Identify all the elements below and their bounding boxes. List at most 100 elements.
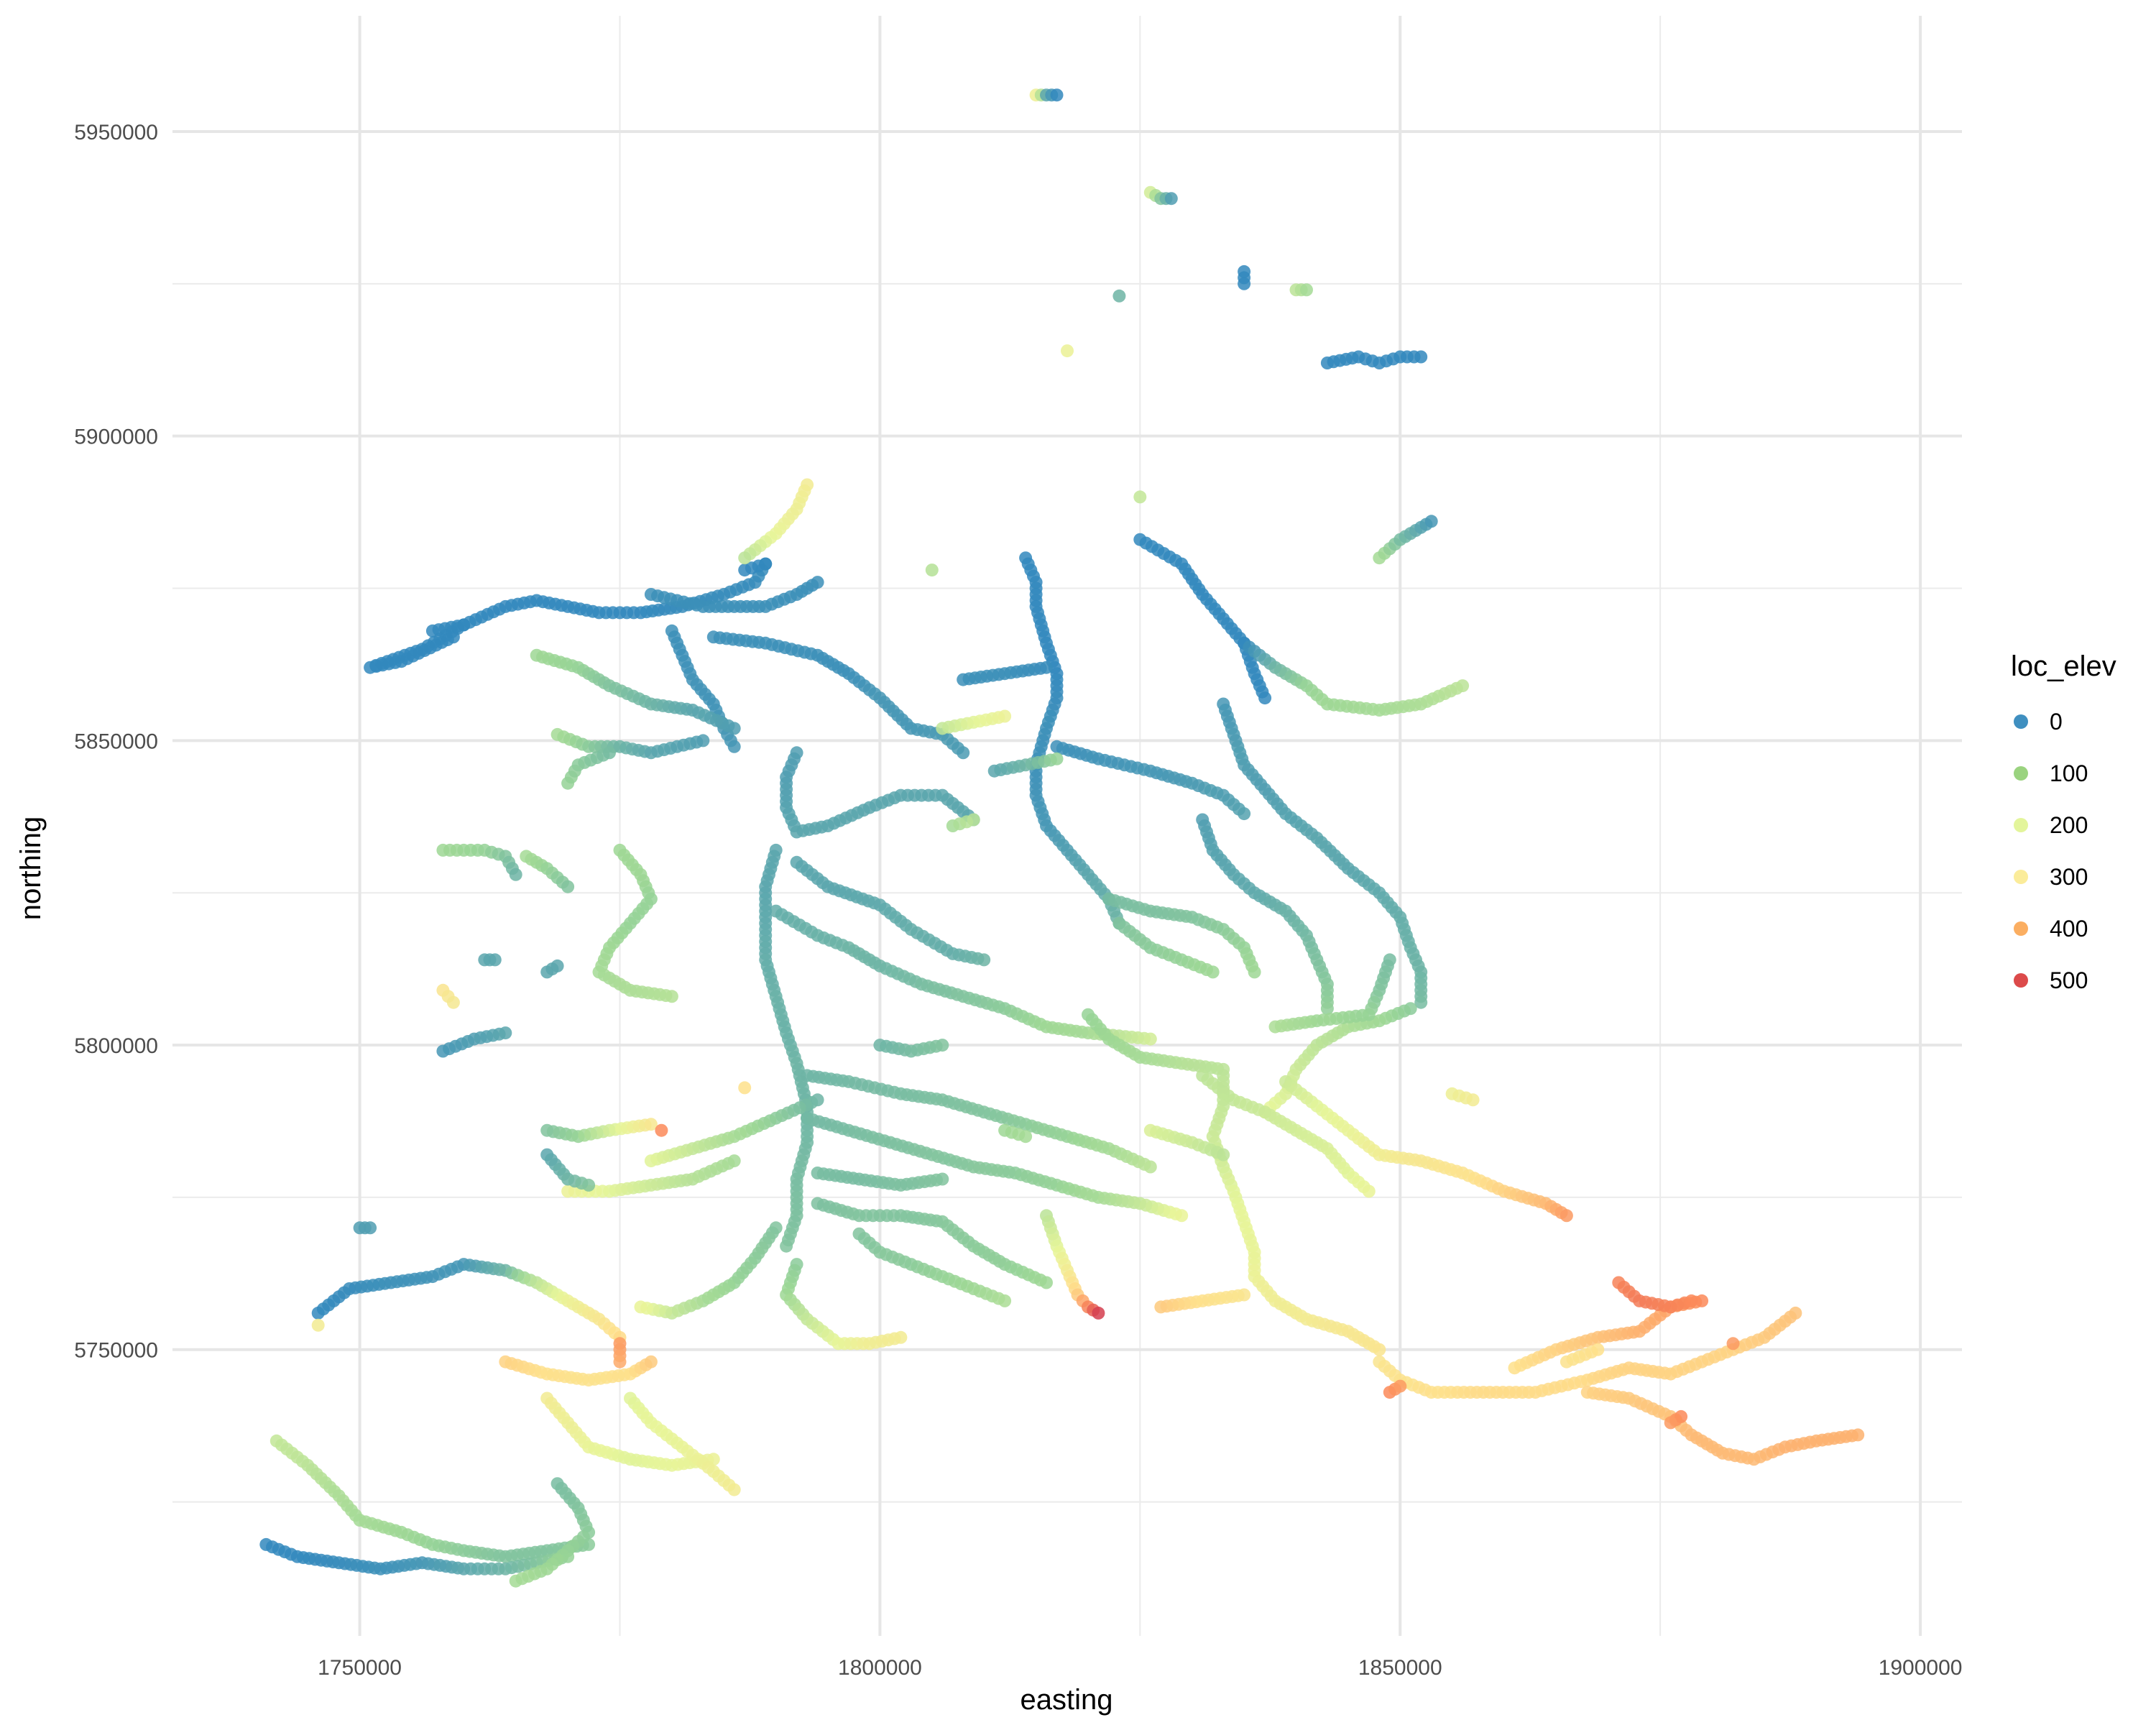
data-point xyxy=(1238,277,1251,290)
data-point xyxy=(738,1081,752,1095)
legend-label: 0 xyxy=(2050,709,2063,735)
data-point xyxy=(1248,965,1261,979)
legend-entries: 0 100 200 300 400 500 xyxy=(2014,709,2088,993)
data-point xyxy=(665,990,678,1003)
data-point xyxy=(1143,1032,1157,1046)
y-tick-label: 5900000 xyxy=(74,426,158,449)
data-point xyxy=(1393,1379,1407,1393)
data-point xyxy=(311,1318,325,1332)
data-point xyxy=(727,740,741,753)
data-point xyxy=(1050,752,1064,765)
data-point xyxy=(1040,1276,1053,1289)
data-point xyxy=(1238,1288,1251,1302)
x-tick-labels: 1750000 1800000 1850000 1900000 xyxy=(318,1656,1962,1680)
data-point xyxy=(925,564,939,577)
data-point xyxy=(1112,289,1126,303)
data-point xyxy=(977,953,991,967)
legend-label: 100 xyxy=(2050,760,2088,786)
legend-key xyxy=(2014,766,2028,781)
data-points xyxy=(259,88,1865,1588)
data-point xyxy=(644,1355,658,1368)
x-tick-label: 1850000 xyxy=(1358,1656,1442,1680)
x-tick-label: 1800000 xyxy=(838,1656,922,1680)
data-point xyxy=(561,1184,575,1198)
data-point xyxy=(550,959,564,972)
y-tick-label: 5800000 xyxy=(74,1034,158,1058)
data-point xyxy=(967,813,980,827)
legend: loc_elev 0 100 200 300 400 500 xyxy=(2011,650,2116,993)
data-point xyxy=(1092,1306,1105,1320)
data-point xyxy=(1019,1130,1033,1144)
data-point xyxy=(1258,691,1272,705)
legend-key xyxy=(2014,921,2028,936)
data-point xyxy=(1591,1343,1605,1356)
data-point xyxy=(457,618,471,632)
legend-key xyxy=(2014,870,2028,884)
data-point xyxy=(509,1574,522,1588)
data-point xyxy=(1050,88,1064,102)
data-point xyxy=(957,746,970,760)
legend-label: 500 xyxy=(2050,967,2088,993)
data-point xyxy=(738,551,752,565)
legend-key xyxy=(2014,973,2028,988)
data-point xyxy=(1726,1337,1740,1351)
data-point xyxy=(727,722,741,735)
legend-label: 400 xyxy=(2050,916,2088,942)
data-point xyxy=(613,1355,627,1368)
y-tick-label: 5850000 xyxy=(74,730,158,753)
data-point xyxy=(1268,1020,1282,1034)
legend-label: 300 xyxy=(2050,864,2088,890)
data-point xyxy=(364,1221,377,1235)
data-point xyxy=(488,953,502,967)
data-point xyxy=(696,734,710,748)
y-axis-title: northing xyxy=(15,816,47,921)
data-point xyxy=(759,557,773,571)
data-point xyxy=(1414,995,1428,1009)
data-point xyxy=(561,880,575,893)
data-point xyxy=(1217,1148,1230,1162)
data-point xyxy=(634,1300,648,1314)
data-point xyxy=(1040,661,1053,674)
data-point xyxy=(1414,350,1428,364)
data-point xyxy=(1466,1093,1480,1107)
y-tick-label: 5750000 xyxy=(74,1339,158,1363)
data-point xyxy=(936,1039,949,1052)
y-tick-labels: 5750000 5800000 5850000 5900000 5950000 xyxy=(74,121,158,1363)
data-point xyxy=(1851,1428,1865,1442)
data-point xyxy=(1456,679,1470,693)
x-tick-label: 1750000 xyxy=(318,1656,402,1680)
data-point xyxy=(1664,1416,1677,1430)
grid-minor-lines xyxy=(172,16,1962,1636)
y-tick-label: 5950000 xyxy=(74,121,158,144)
data-point xyxy=(998,709,1012,723)
data-point xyxy=(446,995,460,1009)
data-point xyxy=(780,1239,793,1253)
data-point xyxy=(894,1330,908,1344)
data-point xyxy=(936,1172,949,1186)
legend-label: 200 xyxy=(2050,812,2088,838)
x-tick-label: 1900000 xyxy=(1879,1656,1963,1680)
data-point xyxy=(1560,1209,1573,1223)
data-point xyxy=(1238,807,1251,821)
data-point xyxy=(603,746,616,760)
data-point xyxy=(1133,490,1147,504)
data-point xyxy=(1143,1160,1157,1174)
data-point xyxy=(1175,1209,1189,1223)
data-point xyxy=(655,1123,668,1137)
data-point xyxy=(1206,965,1220,979)
data-point xyxy=(582,1178,596,1192)
x-axis-title: easting xyxy=(1021,1684,1113,1716)
data-point xyxy=(644,1154,658,1168)
data-point xyxy=(1300,283,1313,297)
data-point xyxy=(1164,192,1178,206)
data-point xyxy=(509,868,522,881)
data-point xyxy=(727,1483,741,1496)
data-point xyxy=(1061,344,1074,358)
data-point xyxy=(1695,1294,1709,1307)
data-point xyxy=(811,576,824,589)
legend-key xyxy=(2014,714,2028,729)
legend-key xyxy=(2014,818,2028,832)
data-point xyxy=(1320,1002,1334,1016)
data-point xyxy=(1362,1184,1376,1198)
